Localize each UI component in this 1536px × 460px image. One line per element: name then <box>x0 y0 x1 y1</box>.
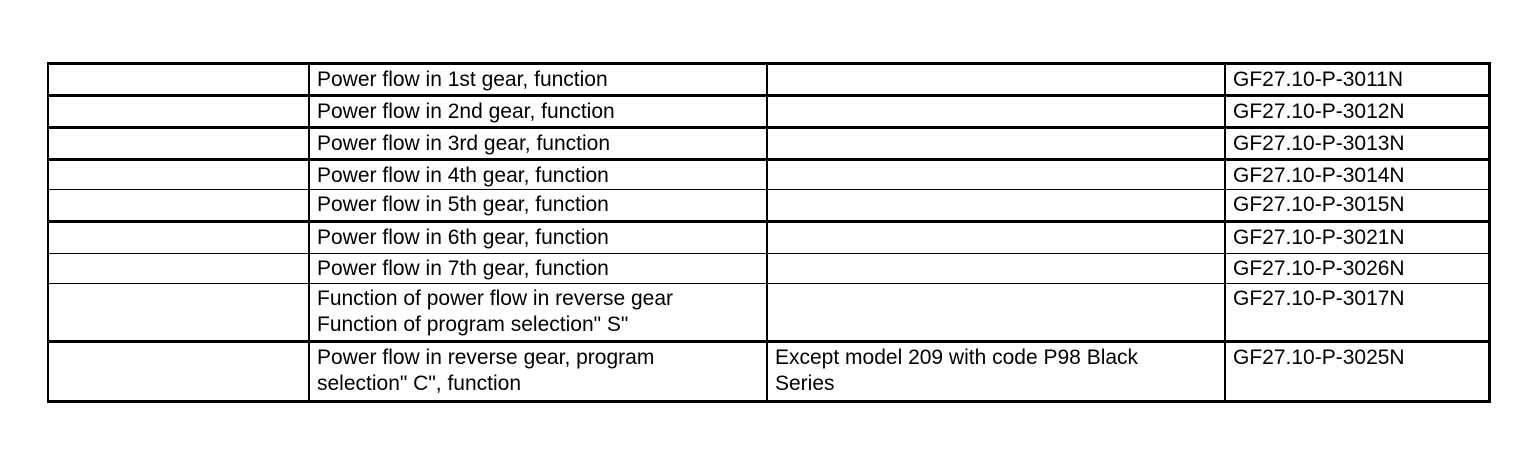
cell-note <box>766 127 1226 161</box>
table-row: Power flow in 4th gear, function GF27.10… <box>47 159 1490 190</box>
cell-note <box>766 283 1226 343</box>
function-text: Power flow in 7th gear, function <box>317 257 609 280</box>
cell-empty <box>47 253 310 284</box>
cell-function: Power flow in 3rd gear, function <box>308 127 768 161</box>
cell-function: Function of power flow in reverse gear F… <box>308 283 768 343</box>
function-text: selection" C", function <box>317 372 522 395</box>
function-text: Function of power flow in reverse gear <box>317 287 674 310</box>
cell-empty <box>47 159 310 190</box>
doc-number-text: GF27.10-P-3012N <box>1233 100 1405 123</box>
doc-number-text: GF27.10-P-3014N <box>1233 164 1405 187</box>
cell-doc-number: GF27.10-P-3012N <box>1224 95 1490 129</box>
doc-number-text: GF27.10-P-3017N <box>1233 287 1405 310</box>
doc-number-text: GF27.10-P-3015N <box>1233 193 1405 216</box>
note-text: Except model 209 with code P98 Black <box>775 346 1139 369</box>
table-row: Power flow in 6th gear, function GF27.10… <box>47 221 1490 254</box>
cell-note <box>766 95 1226 129</box>
cell-doc-number: GF27.10-P-3017N <box>1224 283 1490 343</box>
table-row: Function of power flow in reverse gear F… <box>47 283 1490 343</box>
table-row: Power flow in 7th gear, function GF27.10… <box>47 253 1490 284</box>
cell-empty <box>47 341 310 402</box>
cell-function: Power flow in 7th gear, function <box>308 253 768 284</box>
doc-number-text: GF27.10-P-3026N <box>1233 257 1405 280</box>
doc-number-text: GF27.10-P-3011N <box>1233 68 1404 91</box>
function-text: Function of program selection" S" <box>317 313 629 336</box>
cell-doc-number: GF27.10-P-3026N <box>1224 253 1490 284</box>
function-text: Power flow in 3rd gear, function <box>317 132 610 155</box>
service-function-table: Power flow in 1st gear, function GF27.10… <box>47 62 1491 403</box>
table-row: Power flow in 3rd gear, function GF27.10… <box>47 127 1490 161</box>
table-row: Power flow in reverse gear, program sele… <box>47 341 1490 402</box>
cell-doc-number: GF27.10-P-3025N <box>1224 341 1490 402</box>
doc-number-text: GF27.10-P-3021N <box>1233 226 1405 249</box>
function-text: Power flow in 6th gear, function <box>317 226 609 249</box>
cell-doc-number: GF27.10-P-3021N <box>1224 221 1490 254</box>
cell-note <box>766 221 1226 254</box>
table-row: Power flow in 5th gear, function GF27.10… <box>47 189 1490 223</box>
cell-empty <box>47 63 310 97</box>
cell-note: Except model 209 with code P98 Black Ser… <box>766 341 1226 402</box>
cell-doc-number: GF27.10-P-3013N <box>1224 127 1490 161</box>
function-text: Power flow in 2nd gear, function <box>317 100 615 123</box>
cell-function: Power flow in 4th gear, function <box>308 159 768 190</box>
cell-doc-number: GF27.10-P-3011N <box>1224 63 1490 97</box>
cell-function: Power flow in 5th gear, function <box>308 189 768 223</box>
cell-function: Power flow in 6th gear, function <box>308 221 768 254</box>
cell-note <box>766 189 1226 223</box>
cell-doc-number: GF27.10-P-3014N <box>1224 159 1490 190</box>
note-text: Series <box>775 372 835 395</box>
cell-empty <box>47 127 310 161</box>
function-text: Power flow in 1st gear, function <box>317 68 608 91</box>
cell-function: Power flow in 1st gear, function <box>308 63 768 97</box>
function-text: Power flow in 4th gear, function <box>317 164 609 187</box>
table-row: Power flow in 1st gear, function GF27.10… <box>47 63 1490 97</box>
cell-function: Power flow in 2nd gear, function <box>308 95 768 129</box>
cell-doc-number: GF27.10-P-3015N <box>1224 189 1490 223</box>
function-text: Power flow in reverse gear, program <box>317 346 655 369</box>
doc-number-text: GF27.10-P-3013N <box>1233 132 1405 155</box>
cell-empty <box>47 95 310 129</box>
cell-function: Power flow in reverse gear, program sele… <box>308 341 768 402</box>
cell-empty <box>47 221 310 254</box>
cell-note <box>766 253 1226 284</box>
table-row: Power flow in 2nd gear, function GF27.10… <box>47 95 1490 129</box>
doc-number-text: GF27.10-P-3025N <box>1233 346 1405 369</box>
function-text: Power flow in 5th gear, function <box>317 193 609 216</box>
cell-empty <box>47 283 310 343</box>
cell-note <box>766 159 1226 190</box>
cell-note <box>766 63 1226 97</box>
cell-empty <box>47 189 310 223</box>
